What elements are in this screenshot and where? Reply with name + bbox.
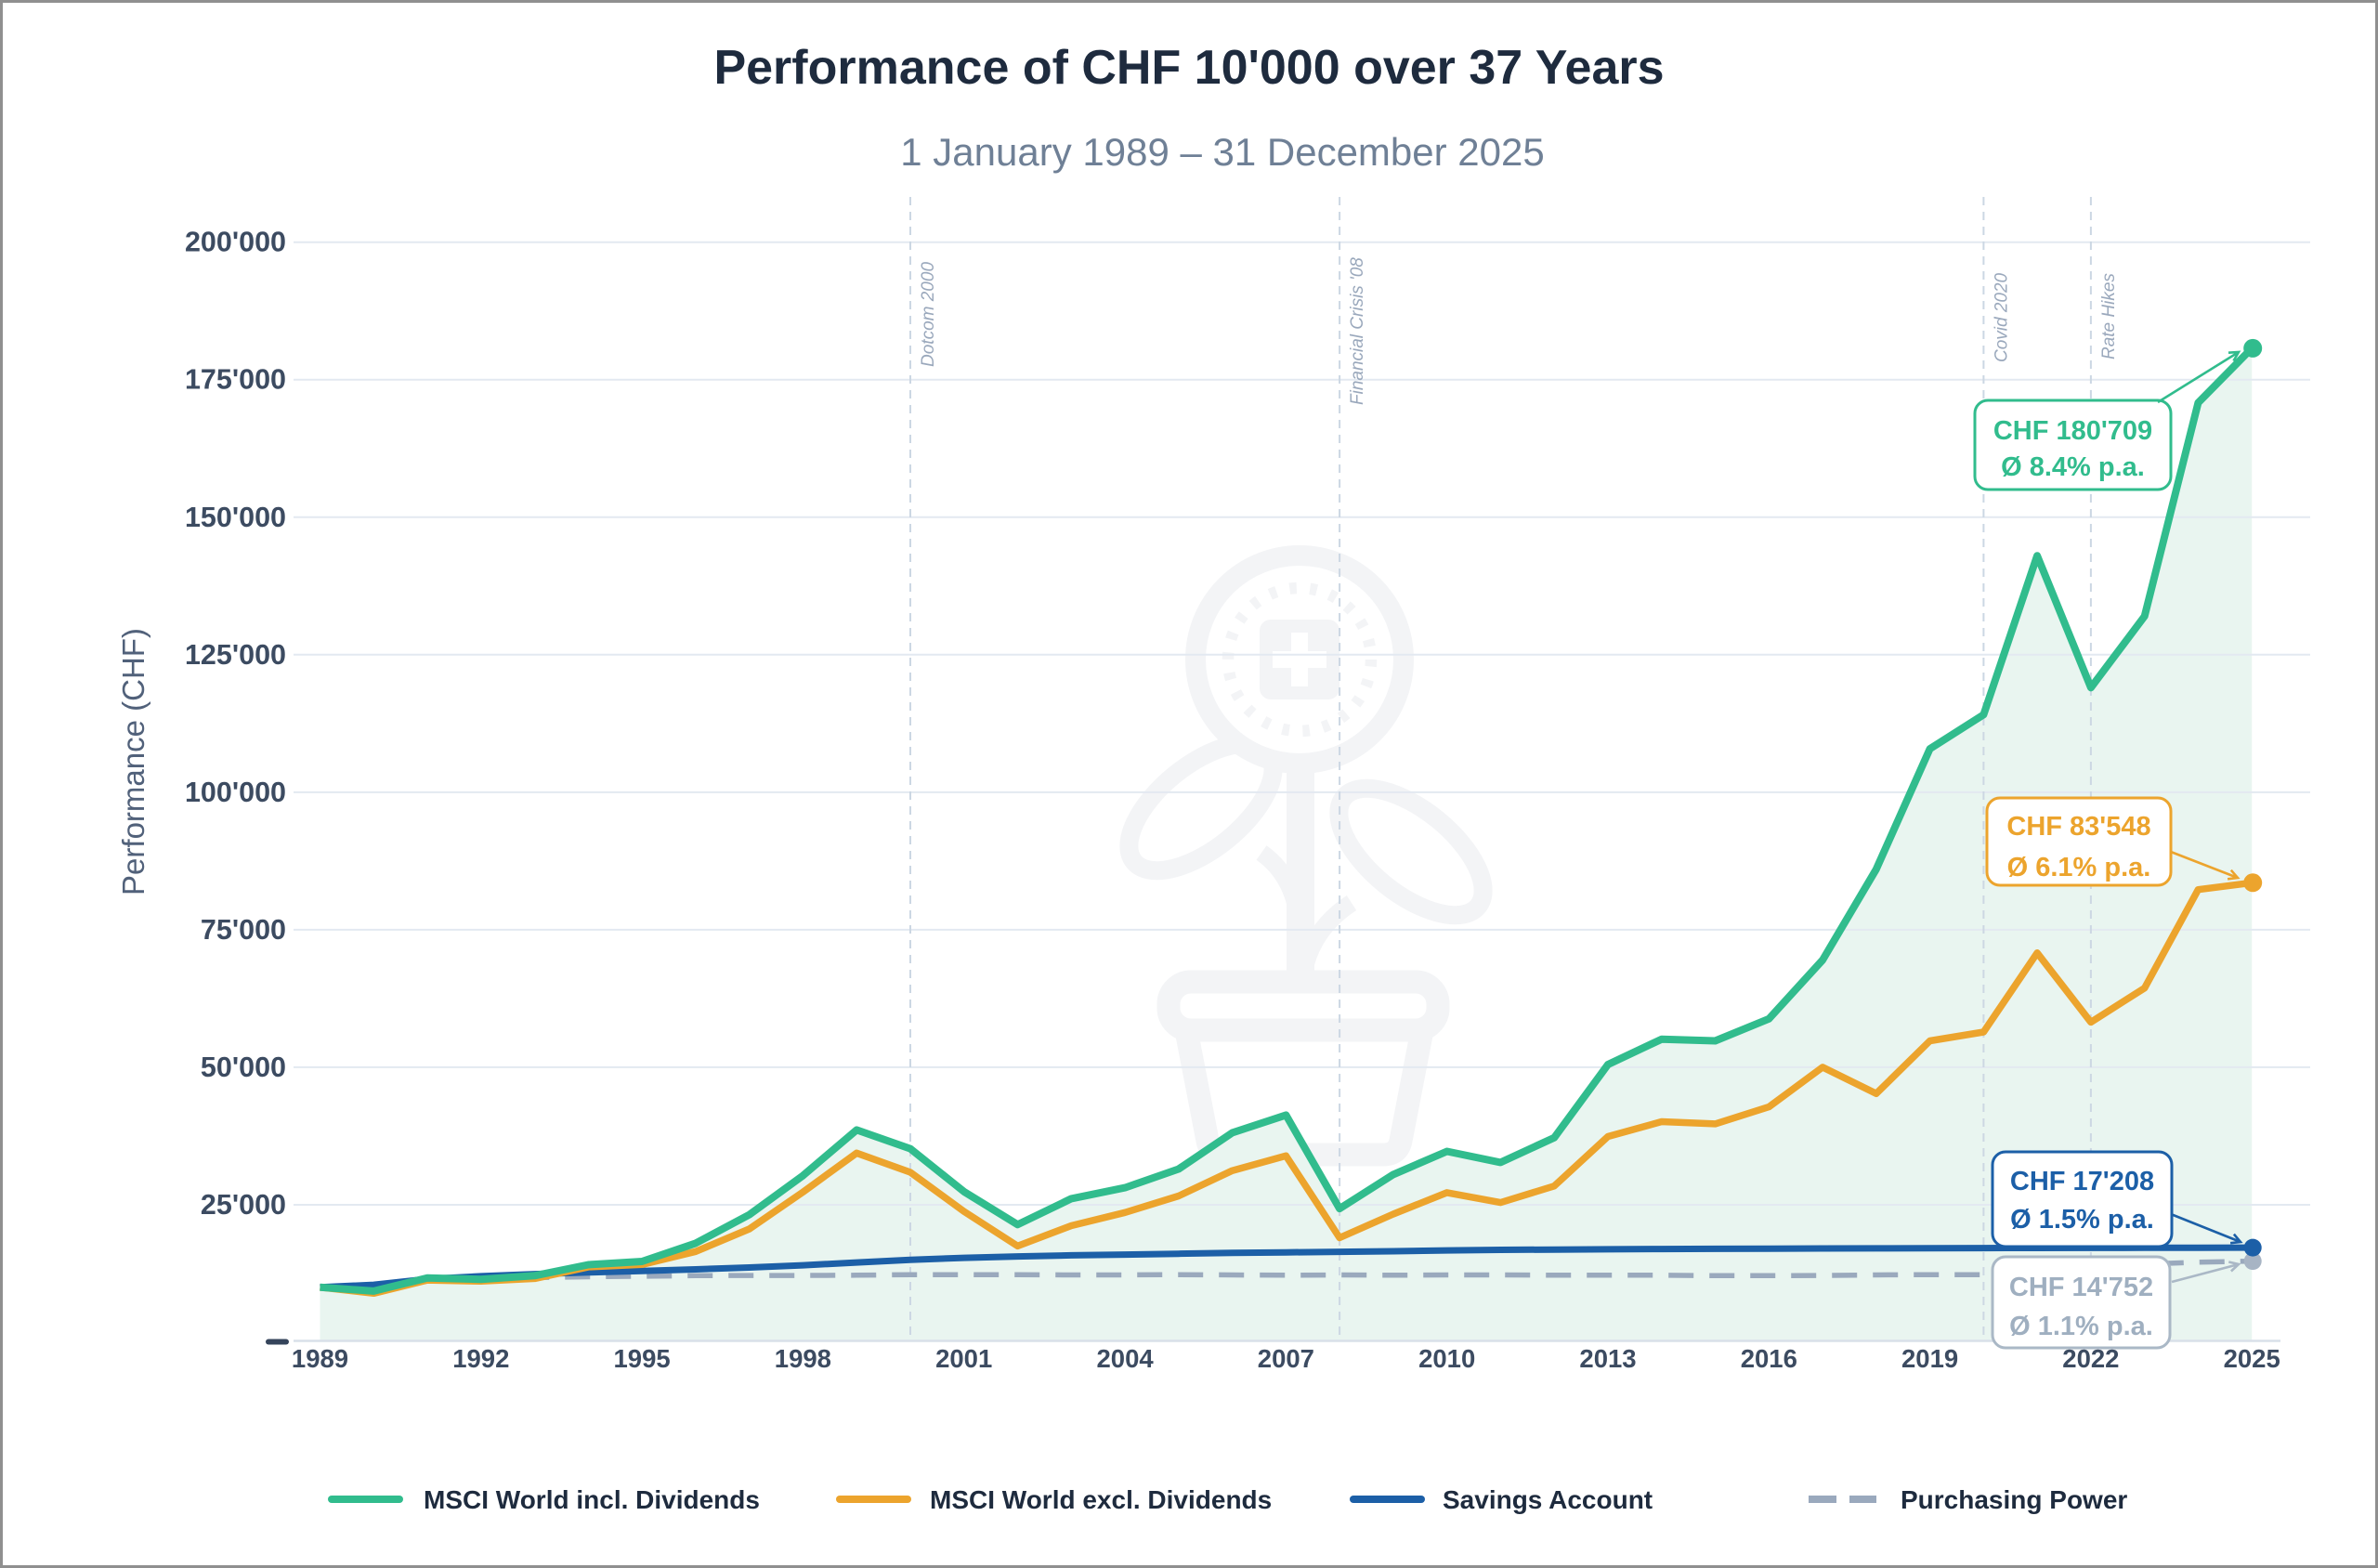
svg-text:2019: 2019	[1901, 1344, 1958, 1373]
svg-text:Covid 2020: Covid 2020	[1992, 272, 2011, 362]
svg-text:Ø 8.4% p.a.: Ø 8.4% p.a.	[2001, 452, 2145, 482]
svg-text:175'000: 175'000	[185, 364, 286, 396]
svg-text:200'000: 200'000	[185, 227, 286, 258]
svg-text:Dotcom 2000: Dotcom 2000	[919, 262, 938, 367]
svg-text:2001: 2001	[935, 1344, 992, 1373]
svg-text:Ø 6.1% p.a.: Ø 6.1% p.a.	[2007, 853, 2151, 882]
svg-text:MSCI World incl. Dividends: MSCI World incl. Dividends	[424, 1485, 760, 1514]
svg-text:125'000: 125'000	[185, 639, 286, 671]
svg-text:2022: 2022	[2062, 1344, 2119, 1373]
svg-text:2016: 2016	[1741, 1344, 1797, 1373]
svg-text:1998: 1998	[775, 1344, 831, 1373]
svg-text:2004: 2004	[1097, 1344, 1155, 1373]
svg-text:1989: 1989	[292, 1344, 348, 1373]
svg-text:1 January 1989 – 31 December 2: 1 January 1989 – 31 December 2025	[900, 130, 1544, 174]
svg-text:2025: 2025	[2224, 1344, 2280, 1373]
svg-text:CHF 17'208: CHF 17'208	[2010, 1167, 2154, 1196]
svg-text:Ø 1.5% p.a.: Ø 1.5% p.a.	[2010, 1205, 2154, 1235]
svg-text:75'000: 75'000	[201, 914, 286, 946]
svg-text:Savings Account: Savings Account	[1443, 1485, 1653, 1514]
svg-text:CHF 14'752: CHF 14'752	[2009, 1273, 2153, 1302]
svg-text:Financial Crisis '08: Financial Crisis '08	[1348, 257, 1367, 405]
svg-text:CHF 180'709: CHF 180'709	[1993, 416, 2152, 446]
svg-text:1992: 1992	[452, 1344, 509, 1373]
svg-text:50'000: 50'000	[201, 1052, 286, 1083]
svg-text:2010: 2010	[1418, 1344, 1475, 1373]
svg-text:Performance (CHF): Performance (CHF)	[116, 628, 150, 895]
svg-text:CHF 83'548: CHF 83'548	[2006, 812, 2150, 842]
svg-text:2013: 2013	[1579, 1344, 1636, 1373]
svg-text:1995: 1995	[614, 1344, 671, 1373]
svg-text:Ø 1.1% p.a.: Ø 1.1% p.a.	[2009, 1312, 2153, 1341]
svg-text:2007: 2007	[1258, 1344, 1314, 1373]
svg-text:Rate Hikes: Rate Hikes	[2099, 273, 2119, 359]
svg-text:100'000: 100'000	[185, 777, 286, 808]
svg-text:Performance of CHF 10'000 over: Performance of CHF 10'000 over 37 Years	[713, 41, 1664, 95]
svg-text:25'000: 25'000	[201, 1189, 286, 1221]
svg-text:MSCI World excl. Dividends: MSCI World excl. Dividends	[930, 1485, 1272, 1514]
svg-text:150'000: 150'000	[185, 502, 286, 533]
svg-text:Purchasing Power: Purchasing Power	[1901, 1485, 2127, 1514]
